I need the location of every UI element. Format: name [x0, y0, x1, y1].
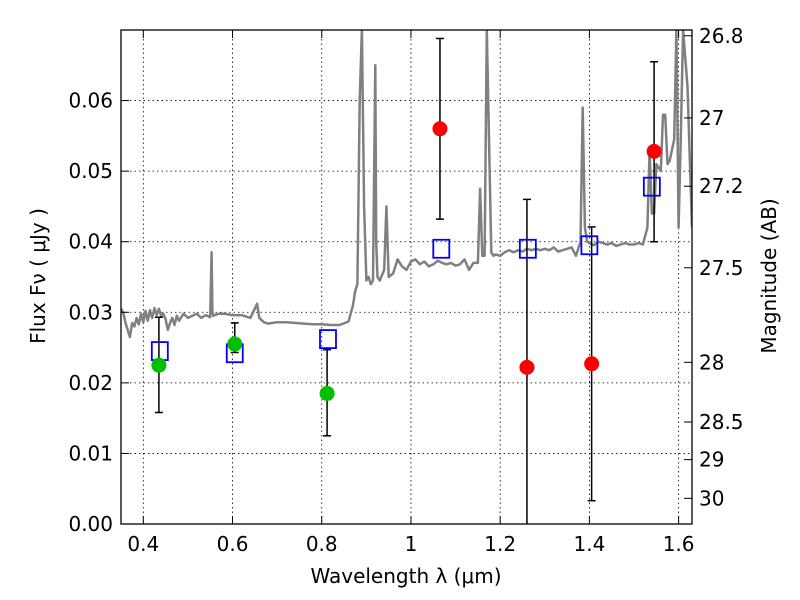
x-tick-label: 1: [405, 532, 418, 556]
y-tick-label: 0.06: [68, 89, 113, 113]
tick-labels: 0.4 0.6 0.8 1 1.2 1.4 1.6 0.00 0.01 0.02 0.03 0.04 0…: [68, 24, 743, 556]
right-tick-label: 27.2: [699, 174, 744, 198]
model-square-marker: [432, 238, 451, 259]
red-data-point: [584, 356, 600, 372]
red-data-point: [519, 359, 535, 375]
y-tick-label: 0.03: [68, 300, 113, 324]
model-square-marker: [642, 176, 661, 197]
spectrum-series: [121, 30, 692, 339]
right-tick-label: 28: [699, 350, 724, 374]
right-tick-label: 29: [699, 448, 724, 472]
grid-lines: [121, 30, 692, 524]
spectrum-line: [121, 30, 692, 339]
x-axis-label: Wavelength λ (μm): [310, 564, 501, 588]
y-tick-label: 0.05: [68, 159, 113, 183]
model-square-marker: [518, 238, 537, 259]
plot-border: [120, 29, 693, 525]
y-tick-label: 0.02: [68, 371, 113, 395]
right-tick-label: 28.5: [699, 410, 744, 434]
x-tick-label: 0.4: [127, 532, 159, 556]
plot-frame: [120, 29, 693, 525]
y-tick-label: 0.01: [68, 441, 113, 465]
model-square-marker: [150, 341, 169, 362]
data-points: [150, 121, 662, 401]
green-data-point: [319, 385, 335, 401]
model-square-marker: [580, 235, 599, 256]
right-tick-label: 26.8: [699, 24, 744, 48]
y-tick-label: 0.00: [68, 512, 113, 536]
right-axis-label: Magnitude (AB): [757, 198, 781, 353]
right-tick-label: 30: [699, 486, 724, 510]
model-square-marker: [319, 329, 337, 350]
green-data-point: [227, 336, 243, 352]
x-tick-label: 1.2: [484, 532, 516, 556]
right-tick-label: 27.5: [699, 256, 744, 280]
y-axis-label: Flux Fν ( μJy ): [26, 208, 50, 344]
red-data-point: [432, 121, 448, 137]
x-tick-label: 0.6: [217, 532, 249, 556]
y-tick-label: 0.04: [68, 230, 113, 254]
red-data-point: [646, 143, 662, 159]
x-tick-label: 1.4: [573, 532, 605, 556]
x-tick-label: 0.8: [306, 532, 338, 556]
green-data-point: [151, 357, 167, 373]
x-tick-label: 1.6: [663, 532, 695, 556]
right-tick-label: 27: [699, 106, 724, 130]
